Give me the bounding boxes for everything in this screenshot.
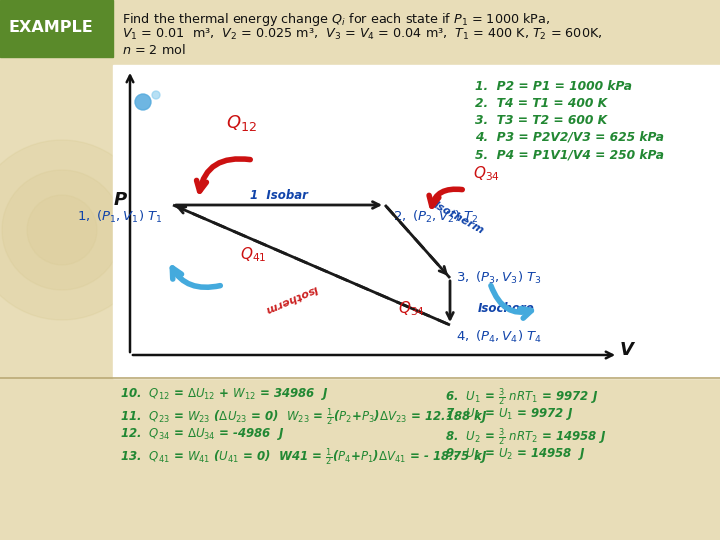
Text: $n$ = 2 mol: $n$ = 2 mol	[122, 43, 186, 57]
Text: 7.  $U_4$ = $U_1$ = 9972 J: 7. $U_4$ = $U_1$ = 9972 J	[445, 406, 573, 422]
Text: 10.  $Q_{12}$ = $\Delta U_{12}$ + $W_{12}$ = 34986  J: 10. $Q_{12}$ = $\Delta U_{12}$ + $W_{12}…	[120, 386, 328, 402]
Circle shape	[152, 91, 160, 99]
Bar	[0, 0, 113, 57]
Text: 1  Isobar: 1 Isobar	[250, 189, 308, 202]
Text: $3,\ (P_3, V_3)\ T_3$: $3,\ (P_3, V_3)\ T_3$	[456, 270, 541, 286]
Text: V: V	[620, 341, 634, 359]
Text: 12.  $Q_{34}$ = $\Delta U_{34}$ = -4986  J: 12. $Q_{34}$ = $\Delta U_{34}$ = -4986 J	[120, 426, 284, 442]
Text: EXAMPLE: EXAMPLE	[8, 21, 93, 36]
Text: Isotherm: Isotherm	[264, 283, 319, 314]
Text: $V_1$ = 0.01  m³,  $V_2$ = 0.025 m³,  $V_3$ = $V_4$ = 0.04 m³,  $T_1$ = 400 K, $: $V_1$ = 0.01 m³, $V_2$ = 0.025 m³, $V_3$…	[122, 27, 603, 42]
Text: $Q_{34}$: $Q_{34}$	[398, 300, 425, 319]
Circle shape	[27, 195, 97, 265]
Text: 8.  $U_2$ = $\frac{3}{2}$ $nRT_2$ = 14958 J: 8. $U_2$ = $\frac{3}{2}$ $nRT_2$ = 14958…	[445, 426, 606, 448]
Text: 5.  P4 = P1V1/V4 = 250 kPa: 5. P4 = P1V1/V4 = 250 kPa	[475, 148, 664, 161]
Text: $1,\ (P_1, V_1)\ T_1$: $1,\ (P_1, V_1)\ T_1$	[77, 209, 163, 225]
Text: 2.  T4 = T1 = 400 K: 2. T4 = T1 = 400 K	[475, 97, 607, 110]
Text: 13.  $Q_{41}$ = $W_{41}$ ($U_{41}$ = 0)  W41 = $\frac{1}{2}$($P_4$+$P_1$)$\Delta: 13. $Q_{41}$ = $W_{41}$ ($U_{41}$ = 0) W…	[120, 446, 487, 468]
Text: Isochore: Isochore	[478, 302, 535, 315]
Text: $2,\ (P_2, V_2)\ T_2$: $2,\ (P_2, V_2)\ T_2$	[393, 209, 479, 225]
Circle shape	[0, 140, 152, 320]
Text: $Q_{41}$: $Q_{41}$	[240, 246, 266, 265]
Text: $4,\ (P_4, V_4)\ T_4$: $4,\ (P_4, V_4)\ T_4$	[456, 329, 542, 345]
Bar	[113, 65, 720, 378]
Circle shape	[2, 170, 122, 290]
Text: 6.  $U_1$ = $\frac{3}{2}$ $nRT_1$ = 9972 J: 6. $U_1$ = $\frac{3}{2}$ $nRT_1$ = 9972 …	[445, 386, 598, 408]
Text: 11.  $Q_{23}$ = $W_{23}$ ($\Delta U_{23}$ = 0)  $W_{23}$ = $\frac{1}{2}$($P_2$+$: 11. $Q_{23}$ = $W_{23}$ ($\Delta U_{23}$…	[120, 406, 487, 428]
Text: P: P	[113, 191, 127, 209]
Text: $Q_{34}$: $Q_{34}$	[473, 164, 500, 183]
Text: 3.  T3 = T2 = 600 K: 3. T3 = T2 = 600 K	[475, 114, 607, 127]
Text: 4.  P3 = P2V2/V3 = 625 kPa: 4. P3 = P2V2/V3 = 625 kPa	[475, 131, 664, 144]
Text: 9.  $U_3$ = $U_2$ = 14958  J: 9. $U_3$ = $U_2$ = 14958 J	[445, 446, 585, 462]
Text: Find the thermal energy change $Q_i$ for each state if $P_1$ = 1000 kPa,: Find the thermal energy change $Q_i$ for…	[122, 11, 550, 28]
Text: $Q_{12}$: $Q_{12}$	[225, 113, 256, 133]
Text: 1.  P2 = P1 = 1000 kPa: 1. P2 = P1 = 1000 kPa	[475, 80, 632, 93]
Circle shape	[135, 94, 151, 110]
Text: Isotherm: Isotherm	[432, 200, 486, 236]
